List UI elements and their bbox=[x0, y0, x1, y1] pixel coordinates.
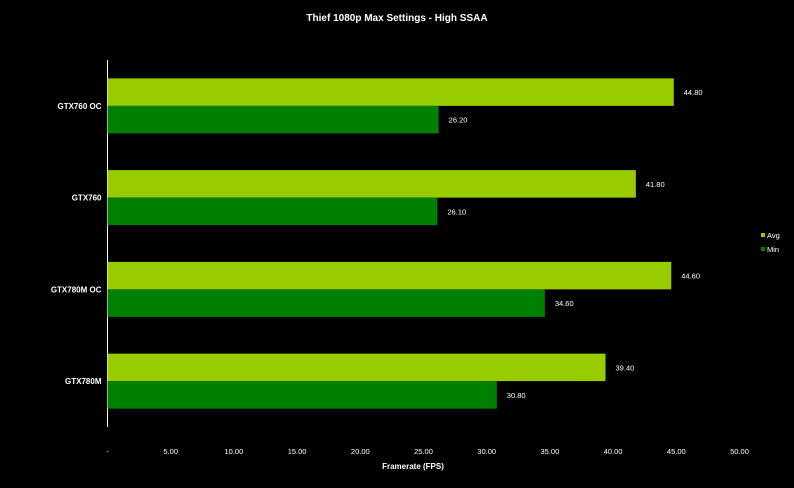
x-tick-label-4: 20.00 bbox=[351, 447, 370, 456]
x-tick-label-0: - bbox=[106, 447, 109, 456]
x-tick-label-2: 10.00 bbox=[225, 447, 244, 456]
legend-swatch-avg bbox=[761, 233, 765, 237]
x-tick-label-9: 45.00 bbox=[667, 447, 686, 456]
x-axis-ticks: - 5.00 10.00 15.00 20.00 25.00 30.00 35.00 40.00… bbox=[106, 447, 749, 456]
data-label-min-0: 26.20 bbox=[449, 116, 468, 125]
x-axis-title: Framerate (FPS) bbox=[382, 462, 444, 471]
bar-min-2 bbox=[107, 289, 545, 317]
x-tick-label-5: 25.00 bbox=[414, 447, 433, 456]
category-label-0: GTX760 OC bbox=[57, 102, 101, 111]
data-labels: 44.80 26.20 41.80 26.10 44.60 34.60 39.40 30.80 bbox=[447, 88, 702, 400]
x-tick-label-10: 50.00 bbox=[730, 447, 749, 456]
bars-layer bbox=[107, 78, 674, 409]
x-tick-label-1: 5.00 bbox=[163, 447, 178, 456]
legend: Avg Min bbox=[761, 231, 780, 254]
legend-label-avg: Avg bbox=[767, 231, 780, 240]
legend-swatch-min bbox=[761, 247, 765, 251]
legend-label-min: Min bbox=[767, 245, 779, 254]
bar-min-0 bbox=[107, 105, 439, 134]
bar-avg-0 bbox=[107, 78, 674, 106]
bar-avg-1 bbox=[107, 170, 636, 198]
data-label-avg-1: 41.80 bbox=[646, 180, 665, 189]
data-label-avg-2: 44.60 bbox=[681, 272, 700, 281]
bar-min-1 bbox=[107, 197, 438, 226]
category-label-2: GTX780M OC bbox=[51, 285, 102, 294]
category-label-1: GTX760 bbox=[72, 194, 102, 203]
data-label-avg-3: 39.40 bbox=[616, 363, 635, 372]
x-tick-label-8: 40.00 bbox=[604, 447, 623, 456]
category-labels: GTX760 OC GTX760 GTX780M OC GTX780M bbox=[51, 102, 102, 386]
bar-min-3 bbox=[107, 381, 497, 409]
data-label-min-2: 34.60 bbox=[555, 299, 574, 308]
bar-avg-3 bbox=[107, 353, 606, 382]
chart-title: Thief 1080p Max Settings - High SSAA bbox=[306, 13, 487, 24]
data-label-avg-0: 44.80 bbox=[684, 88, 703, 97]
x-tick-label-7: 35.00 bbox=[541, 447, 560, 456]
bar-avg-2 bbox=[107, 261, 672, 290]
x-tick-label-6: 30.00 bbox=[477, 447, 496, 456]
data-label-min-3: 30.80 bbox=[507, 391, 526, 400]
x-tick-label-3: 15.00 bbox=[288, 447, 307, 456]
category-label-3: GTX780M bbox=[65, 377, 102, 386]
data-label-min-1: 26.10 bbox=[447, 207, 466, 216]
